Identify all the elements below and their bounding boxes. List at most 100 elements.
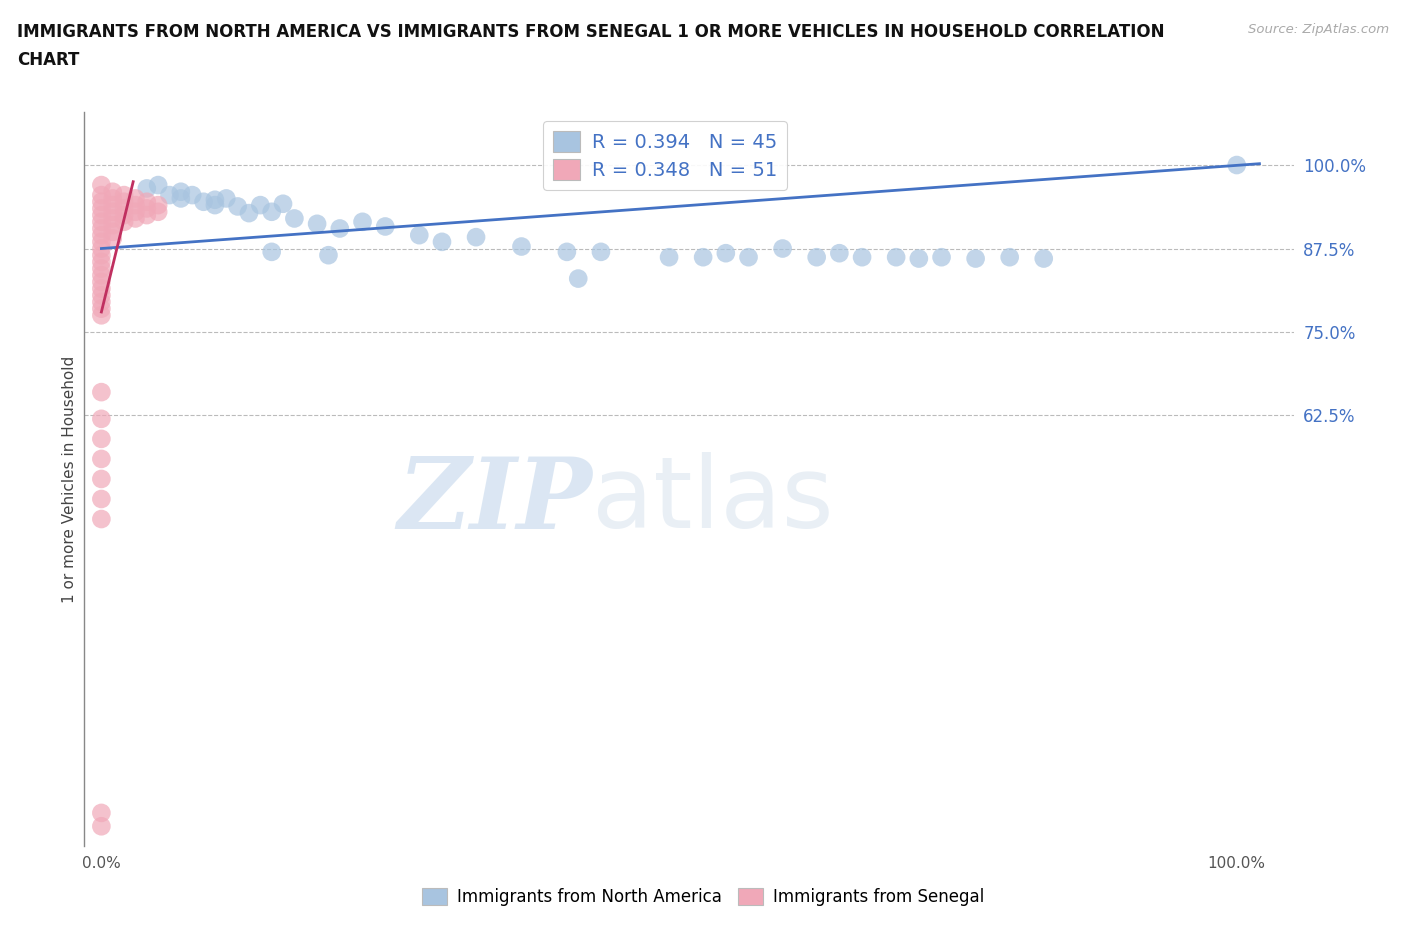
- Point: [90, 228, 112, 243]
- Point: [90, 432, 112, 446]
- Point: [430, 234, 453, 249]
- Text: atlas: atlas: [592, 453, 834, 550]
- Point: [112, 188, 135, 203]
- Point: [90, 234, 112, 249]
- Point: [90, 451, 112, 466]
- Point: [737, 250, 759, 265]
- Point: [112, 194, 135, 209]
- Point: [90, 472, 112, 486]
- Point: [90, 255, 112, 270]
- Text: ZIP: ZIP: [398, 453, 592, 550]
- Point: [101, 205, 124, 219]
- Point: [90, 295, 112, 310]
- Point: [135, 201, 157, 216]
- Point: [884, 250, 907, 265]
- Point: [90, 247, 112, 262]
- Point: [90, 512, 112, 526]
- Point: [589, 245, 612, 259]
- Point: [101, 184, 124, 199]
- Point: [658, 250, 681, 265]
- Point: [146, 178, 169, 193]
- Point: [112, 201, 135, 216]
- Point: [90, 261, 112, 276]
- Point: [90, 178, 112, 193]
- Point: [90, 215, 112, 230]
- Point: [772, 241, 794, 256]
- Point: [90, 818, 112, 833]
- Point: [204, 198, 226, 213]
- Point: [101, 224, 124, 239]
- Point: [193, 194, 215, 209]
- Point: [714, 246, 737, 260]
- Legend: R = 0.394   N = 45, R = 0.348   N = 51: R = 0.394 N = 45, R = 0.348 N = 51: [543, 121, 786, 190]
- Point: [555, 245, 578, 259]
- Point: [112, 207, 135, 222]
- Point: [283, 211, 305, 226]
- Point: [146, 205, 169, 219]
- Point: [90, 288, 112, 303]
- Point: [374, 219, 396, 234]
- Point: [329, 221, 352, 236]
- Point: [510, 239, 533, 254]
- Point: [90, 301, 112, 316]
- Point: [318, 247, 340, 262]
- Point: [135, 194, 157, 209]
- Point: [408, 228, 430, 243]
- Point: [124, 211, 146, 226]
- Point: [692, 250, 714, 265]
- Point: [90, 207, 112, 222]
- Point: [1032, 251, 1054, 266]
- Point: [260, 245, 283, 259]
- Point: [215, 191, 238, 206]
- Point: [101, 231, 124, 246]
- Point: [90, 308, 112, 323]
- Point: [260, 205, 283, 219]
- Point: [146, 198, 169, 213]
- Point: [998, 250, 1021, 265]
- Point: [204, 193, 226, 207]
- Text: CHART: CHART: [17, 51, 79, 69]
- Point: [124, 205, 146, 219]
- Point: [965, 251, 987, 266]
- Point: [90, 268, 112, 283]
- Point: [1226, 157, 1249, 172]
- Point: [90, 411, 112, 426]
- Point: [101, 191, 124, 206]
- Point: [101, 218, 124, 232]
- Y-axis label: 1 or more Vehicles in Household: 1 or more Vehicles in Household: [62, 355, 77, 603]
- Point: [170, 191, 193, 206]
- Point: [101, 198, 124, 213]
- Point: [271, 196, 294, 211]
- Text: Source: ZipAtlas.com: Source: ZipAtlas.com: [1249, 23, 1389, 36]
- Point: [307, 217, 329, 232]
- Point: [90, 805, 112, 820]
- Point: [181, 188, 204, 203]
- Point: [90, 492, 112, 507]
- Point: [352, 215, 374, 230]
- Point: [567, 272, 589, 286]
- Point: [90, 274, 112, 289]
- Point: [828, 246, 851, 260]
- Point: [226, 199, 249, 214]
- Point: [90, 385, 112, 400]
- Point: [112, 215, 135, 230]
- Point: [908, 251, 931, 266]
- Point: [124, 198, 146, 213]
- Point: [90, 281, 112, 296]
- Point: [90, 221, 112, 236]
- Point: [90, 201, 112, 216]
- Point: [90, 241, 112, 256]
- Point: [249, 198, 271, 213]
- Point: [90, 188, 112, 203]
- Point: [465, 230, 488, 245]
- Text: IMMIGRANTS FROM NORTH AMERICA VS IMMIGRANTS FROM SENEGAL 1 OR MORE VEHICLES IN H: IMMIGRANTS FROM NORTH AMERICA VS IMMIGRA…: [17, 23, 1164, 41]
- Point: [806, 250, 828, 265]
- Point: [931, 250, 953, 265]
- Legend: Immigrants from North America, Immigrants from Senegal: Immigrants from North America, Immigrant…: [415, 881, 991, 912]
- Point: [101, 211, 124, 226]
- Point: [124, 191, 146, 206]
- Point: [238, 206, 260, 220]
- Point: [135, 181, 157, 196]
- Point: [90, 194, 112, 209]
- Point: [135, 207, 157, 222]
